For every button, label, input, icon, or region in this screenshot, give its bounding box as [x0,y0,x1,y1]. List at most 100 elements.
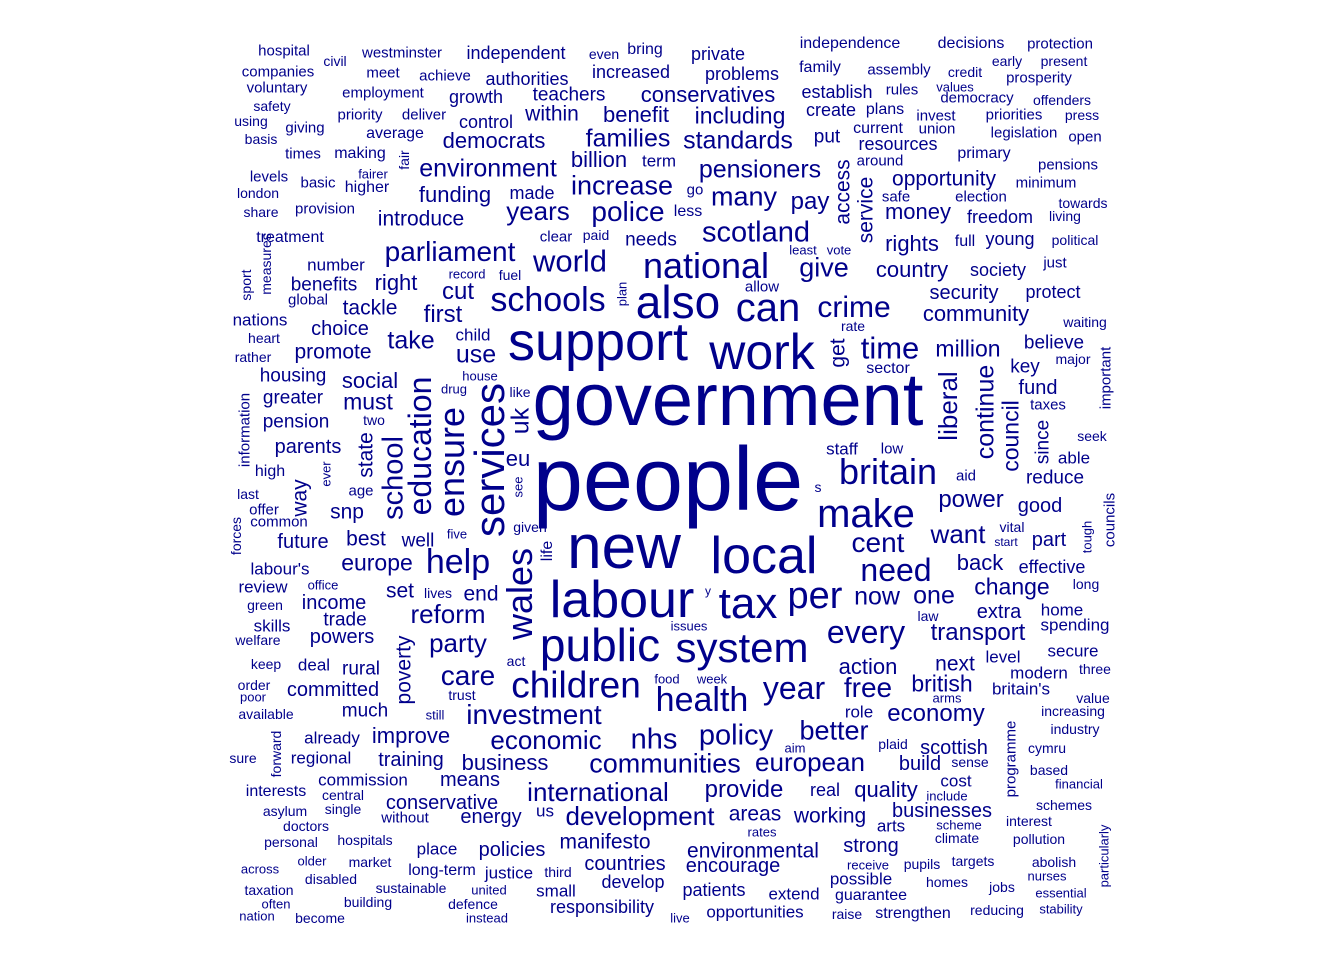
word-get: get [826,338,850,368]
word-power: power [938,486,1004,513]
word-labour-s: labour's [250,559,310,579]
word-live: live [670,910,690,926]
word-made: made [509,183,555,203]
word-london: london [236,185,280,201]
word-using: using [234,113,268,129]
word-money: money [884,199,952,224]
word-living: living [1049,208,1081,224]
word-one: one [913,581,955,610]
word-vital: vital [999,519,1025,535]
word-real: real [809,780,841,800]
word-pensions: pensions [1037,156,1099,174]
word-full: full [954,233,976,250]
word-ever: ever [318,461,334,487]
word-aim: aim [784,740,806,756]
word-industry: industry [1050,721,1100,737]
word-vote: vote [826,242,852,258]
word-many: many [710,181,778,212]
word-training: training [378,749,444,771]
word-place: place [416,839,458,859]
word-companies: companies [241,63,315,81]
word-forward: forward [268,730,284,778]
word-already: already [304,728,360,748]
word-start: start [994,535,1018,549]
word-responsibility: responsibility [549,897,655,917]
word-include: include [926,788,968,804]
word-often: often [261,896,291,912]
word-snp: snp [330,500,364,524]
word-working: working [793,804,867,828]
word-want: want [930,519,986,549]
word-targets: targets [951,853,995,869]
word-problems: problems [704,64,780,84]
word-business: business [461,750,549,775]
word-care: care [440,660,496,691]
word-credit: credit [947,64,983,80]
word-still: still [425,707,445,723]
word-increasing: increasing [1041,703,1105,719]
word-safe: safe [881,188,911,206]
word-policies: policies [478,839,546,861]
word-community: community [922,301,1030,326]
word-believe: believe [1023,332,1085,354]
word-week: week [696,671,728,687]
word-abolish: abolish [1031,854,1077,870]
word-forces: forces [228,516,244,556]
word-record: record [448,266,486,282]
word-europe: europe [341,549,413,576]
word-tough: tough [1079,520,1095,554]
word-nurses: nurses [1027,868,1067,884]
word-reform: reform [410,599,486,629]
word-trust: trust [448,687,476,703]
word-meet: meet [366,64,400,82]
word-make: make [817,492,915,536]
word-extend: extend [768,884,820,904]
word-labour: labour [549,571,695,629]
word-bring: bring [627,41,663,58]
word-regional: regional [290,748,352,768]
word-investment: investment [466,699,602,730]
word-benefit: benefit [602,102,670,127]
word-effective: effective [1018,557,1086,577]
word-pensioners: pensioners [698,155,822,184]
word-way: way [288,479,312,517]
word-encourage: encourage [685,855,781,877]
word-food: food [654,671,680,687]
word-personal: personal [264,834,318,850]
word-control: control [458,112,514,132]
word-party: party [429,628,487,658]
word-businesses: businesses [891,800,993,822]
word-scottish: scottish [920,737,988,759]
word-primary: primary [957,145,1011,162]
word-plan: plan [614,281,630,307]
word-homes: homes [925,874,969,890]
word-funding: funding [418,182,492,207]
word-rate: rate [840,318,866,334]
word-least: least [789,242,817,258]
word-take: take [387,326,435,355]
word-nations: nations [232,310,288,330]
word-priority: priority [337,106,383,124]
word-sustainable: sustainable [375,880,447,896]
word-modern: modern [1010,663,1068,683]
word-patients: patients [682,880,746,900]
word-tackle: tackle [342,296,398,320]
word-doctors: doctors [283,818,329,834]
word-rights: rights [885,231,939,256]
word-european: european [755,747,865,777]
word-plaid: plaid [878,736,908,752]
word-well: well [401,530,435,552]
word-britain-s: britain's [991,679,1051,699]
word-home: home [1040,600,1084,620]
word-single: single [324,801,362,817]
word-number: number [307,255,365,275]
word-state: state [354,432,378,478]
word-committed: committed [286,679,380,701]
word-good: good [1017,495,1063,517]
word-offenders: offenders [1032,92,1092,108]
word-disabled: disabled [304,871,358,887]
word-end: end [463,582,499,606]
word-scotland: scotland [701,216,811,249]
word-key: key [1010,356,1040,378]
